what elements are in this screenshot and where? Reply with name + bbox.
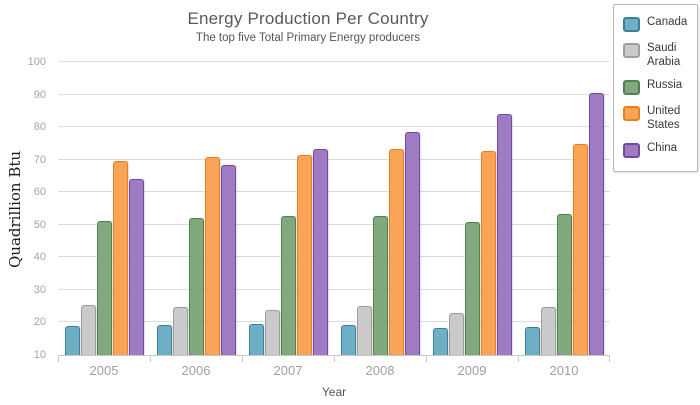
gridline	[58, 256, 610, 258]
bar-russia-2010[interactable]	[556, 214, 572, 355]
bar-group-2006	[150, 62, 242, 355]
bar-russia-2007[interactable]	[280, 216, 296, 355]
gridline	[58, 223, 610, 225]
bar-united-states-2010[interactable]	[572, 144, 588, 355]
bar-saudi-arabia-2005[interactable]	[80, 305, 96, 355]
bar-canada-2007[interactable]	[248, 324, 264, 355]
bar-united-states-2006[interactable]	[204, 157, 220, 355]
legend-swatch-icon	[623, 43, 640, 58]
gridline	[58, 158, 610, 160]
plot-area	[58, 61, 610, 362]
bar-china-2009[interactable]	[496, 114, 512, 355]
gridline	[58, 288, 610, 290]
x-tick-label-2008: 2008	[365, 363, 395, 378]
legend-swatch-icon	[623, 80, 640, 96]
bar-group-2010	[518, 62, 610, 355]
bar-russia-2005[interactable]	[96, 221, 112, 355]
chart-subtitle: The top five Total Primary Energy produc…	[195, 32, 421, 44]
bar-saudi-arabia-2007[interactable]	[264, 310, 280, 355]
bar-group-2008	[334, 62, 426, 355]
x-tick-label-2005: 2005	[89, 363, 119, 378]
legend-item-canada[interactable]: Canada	[623, 16, 691, 32]
chart-title: Energy Production Per Country	[187, 9, 429, 28]
legend-swatch-icon	[623, 17, 640, 32]
bar-canada-2010[interactable]	[524, 327, 540, 355]
bar-canada-2005[interactable]	[64, 326, 80, 355]
gridline	[58, 61, 610, 62]
gridline	[58, 126, 610, 128]
bar-china-2006[interactable]	[220, 165, 236, 355]
bar-china-2010[interactable]	[588, 93, 604, 355]
y-tick-label: 40	[33, 251, 46, 264]
legend-swatch-icon	[623, 143, 640, 159]
x-tick-label-2006: 2006	[181, 363, 211, 378]
y-tick-label: 100	[27, 56, 46, 68]
bar-united-states-2008[interactable]	[388, 149, 404, 355]
bar-saudi-arabia-2009[interactable]	[448, 313, 464, 355]
bar-saudi-arabia-2006[interactable]	[172, 307, 188, 355]
legend-label: China	[647, 142, 678, 155]
legend-item-china[interactable]: China	[623, 142, 691, 159]
bar-group-2007	[242, 62, 334, 355]
legend-item-russia[interactable]: Russia	[623, 79, 691, 96]
legend-swatch-icon	[623, 106, 640, 122]
legend-label: Canada	[647, 16, 688, 28]
bar-group-2009	[426, 62, 518, 355]
bar-china-2007[interactable]	[312, 149, 328, 355]
y-tick-label: 80	[33, 121, 46, 134]
x-axis-tick-labels: 2005 2006 2007 2008 2009 2010	[58, 363, 610, 378]
gridline	[58, 93, 610, 95]
y-axis-tick-labels: 10 20 30 40 50 60 70 80 90 100	[0, 56, 50, 361]
bar-united-states-2009[interactable]	[480, 151, 496, 355]
x-tick-label-2007: 2007	[273, 363, 303, 378]
bar-canada-2009[interactable]	[432, 328, 448, 355]
bar-canada-2008[interactable]	[340, 325, 356, 355]
legend-label: Russia	[647, 79, 683, 92]
legend-item-saudi-arabia[interactable]: Saudi Arabia	[623, 42, 691, 69]
legend: Canada Saudi Arabia Russia United States Chi…	[613, 4, 698, 173]
x-axis-title: Year	[321, 385, 347, 399]
y-tick-label: 50	[33, 218, 46, 231]
bar-group-2005	[58, 62, 150, 355]
x-axis-tick	[149, 356, 151, 362]
bar-russia-2006[interactable]	[188, 218, 204, 355]
legend-item-united-states[interactable]: United States	[623, 105, 691, 132]
y-tick-label: 30	[33, 283, 46, 296]
x-axis-tick	[609, 356, 610, 362]
gridline	[58, 191, 610, 193]
y-tick-label: 20	[33, 316, 46, 329]
y-tick-label: 90	[33, 88, 46, 101]
legend-label: Saudi Arabia	[647, 42, 681, 68]
bar-russia-2008[interactable]	[372, 216, 388, 355]
x-axis-tick	[518, 356, 519, 362]
bar-united-states-2007[interactable]	[296, 155, 312, 355]
bar-china-2005[interactable]	[128, 179, 144, 355]
x-axis-tick	[58, 356, 59, 362]
bar-groups	[58, 62, 610, 355]
x-axis-tick	[241, 356, 243, 362]
bar-saudi-arabia-2008[interactable]	[356, 306, 372, 355]
bar-canada-2006[interactable]	[156, 325, 172, 355]
x-tick-label-2010: 2010	[549, 363, 579, 378]
y-tick-label: 10	[33, 349, 46, 361]
x-axis-tick	[334, 356, 335, 362]
bar-saudi-arabia-2010[interactable]	[540, 307, 556, 355]
y-tick-label: 70	[33, 153, 46, 166]
bar-russia-2009[interactable]	[464, 222, 480, 355]
bar-united-states-2005[interactable]	[112, 161, 128, 355]
x-axis-tick	[425, 356, 427, 362]
x-tick-label-2009: 2009	[457, 363, 487, 378]
gridline	[58, 321, 610, 323]
bar-china-2008[interactable]	[404, 132, 420, 355]
y-tick-label: 60	[33, 186, 46, 199]
legend-label: United States	[647, 105, 681, 131]
